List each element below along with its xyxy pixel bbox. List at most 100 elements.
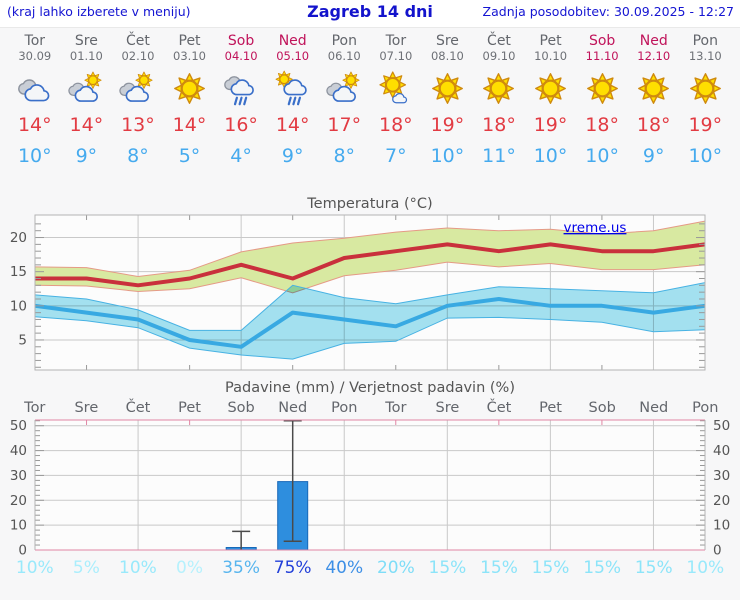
day-name: Čet — [487, 33, 511, 49]
svg-text:20: 20 — [10, 230, 27, 246]
precip-day-label: Sob — [227, 400, 255, 416]
day-date: 05.10 — [276, 49, 310, 63]
precip-probability: 35% — [222, 558, 260, 578]
precip-day-label: Ned — [639, 400, 669, 416]
low-temp: 5° — [178, 145, 201, 167]
day-name: Tor — [24, 33, 46, 49]
precip-day-label: Ned — [278, 400, 308, 416]
watermark-link[interactable]: vreme.us — [564, 220, 627, 236]
precip-probability: 15% — [480, 558, 518, 578]
precip-probability: 10% — [686, 558, 725, 578]
day-date: 03.10 — [173, 49, 206, 63]
precip-probability: 15% — [583, 558, 622, 578]
low-temp: 8° — [127, 145, 149, 167]
day-column: Pon 13.10 19° 10° — [680, 33, 732, 169]
sunny-icon — [635, 70, 672, 107]
day-name: Pet — [539, 33, 562, 49]
sunny-icon — [584, 70, 621, 107]
partly-cloudy-icon — [68, 70, 105, 107]
day-name: Sob — [227, 33, 255, 49]
precip-day-label: Pon — [692, 400, 719, 416]
svg-text:5: 5 — [18, 333, 27, 349]
high-temp: 14° — [275, 114, 310, 136]
day-column: Pet 10.10 19° 10° — [525, 33, 577, 169]
svg-text:0: 0 — [713, 543, 722, 559]
partly-cloudy-icon — [119, 70, 156, 107]
high-temp: 13° — [121, 114, 155, 136]
day-column: Pon 06.10 17° 8° — [318, 33, 370, 169]
day-date: 08.10 — [430, 49, 464, 63]
mostly-sunny-icon — [377, 70, 414, 107]
precip-day-label: Čet — [486, 400, 512, 416]
day-date: 30.09 — [18, 49, 52, 63]
rain-icon — [223, 70, 260, 107]
day-date: 07.10 — [379, 49, 413, 63]
precip-chart-title: Padavine (mm) / Verjetnost padavin (%) — [225, 380, 515, 396]
svg-text:10: 10 — [713, 518, 730, 534]
high-temp: 14° — [172, 114, 207, 136]
day-column: Sob 04.10 16° 4° — [215, 33, 267, 169]
precip-day-label: Tor — [24, 400, 46, 416]
svg-text:30: 30 — [10, 468, 27, 484]
day-name: Sre — [435, 33, 459, 49]
day-name: Čet — [126, 33, 150, 49]
day-date: 04.10 — [224, 49, 258, 63]
precip-probability: 75% — [273, 558, 312, 578]
svg-text:15: 15 — [10, 264, 27, 280]
low-temp: 11° — [482, 145, 516, 167]
precip-probability-row: 10% 5% 10% 0% 35% 75% 40% 20% 15% 15% 15% 15% 15% 10% — [0, 558, 740, 578]
day-column: Ned 05.10 14° 9° — [267, 33, 319, 169]
precip-probability: 15% — [634, 558, 673, 578]
day-date: 02.10 — [121, 49, 155, 63]
menu-hint-note: (kraj lahko izberete v meniju) — [7, 4, 191, 19]
svg-text:40: 40 — [713, 443, 730, 459]
day-column: Sob 11.10 18° 10° — [576, 33, 628, 169]
svg-text:20: 20 — [10, 493, 27, 509]
svg-text:50: 50 — [713, 418, 730, 434]
day-date: 11.10 — [585, 49, 619, 63]
low-temp: 8° — [333, 145, 356, 167]
sunny-icon — [429, 70, 466, 107]
precip-probability: 40% — [325, 558, 364, 578]
partly-cloudy-icon — [326, 70, 363, 107]
svg-text:10: 10 — [10, 518, 27, 534]
precip-day-label: Sob — [588, 400, 616, 416]
low-temp: 10° — [533, 145, 568, 167]
high-temp: 17° — [327, 114, 362, 136]
day-name: Sre — [74, 33, 98, 49]
low-temp: 10° — [688, 145, 723, 167]
precip-probability: 20% — [376, 558, 415, 578]
day-column: Sre 01.10 14° 9° — [61, 33, 113, 169]
high-temp: 18° — [585, 114, 619, 136]
high-temp: 19° — [430, 114, 465, 136]
low-temp: 10° — [430, 145, 465, 167]
sunny-icon — [532, 70, 569, 107]
high-temp: 18° — [378, 114, 413, 136]
precip-day-label: Pet — [178, 400, 201, 416]
high-temp: 16° — [224, 114, 258, 136]
precip-probability: 0% — [176, 558, 204, 578]
high-temp: 19° — [688, 114, 723, 136]
precip-day-labels: Tor Sre Čet Pet Sob Ned Pon Tor Sre Čet Pet Sob Ned P… — [0, 399, 740, 417]
page-header: (kraj lahko izberete v meniju) Zagreb 14… — [0, 0, 740, 28]
temperature-chart: 5 10 15 20 Temperatura (°C) vreme.us — [10, 196, 706, 371]
high-temp: 14° — [17, 114, 52, 136]
day-name: Pet — [178, 33, 201, 49]
day-column: Čet 02.10 13° 8° — [112, 33, 164, 169]
high-temp: 14° — [69, 114, 104, 136]
day-name: Pon — [331, 33, 357, 49]
cloudy-icon — [16, 70, 53, 107]
svg-text:10: 10 — [10, 298, 27, 314]
svg-text:40: 40 — [10, 443, 27, 459]
precip-probability: 5% — [72, 558, 100, 578]
day-column: Ned 12.10 18° 9° — [628, 33, 680, 169]
low-temp: 10° — [585, 145, 619, 167]
low-temp: 10° — [17, 145, 52, 167]
day-name: Pon — [692, 33, 718, 49]
svg-text:0: 0 — [18, 543, 27, 559]
day-name: Sob — [588, 33, 616, 49]
sunny-icon — [480, 70, 517, 107]
low-temp: 9° — [281, 145, 304, 167]
day-name: Ned — [639, 33, 668, 49]
day-name: Ned — [278, 33, 307, 49]
